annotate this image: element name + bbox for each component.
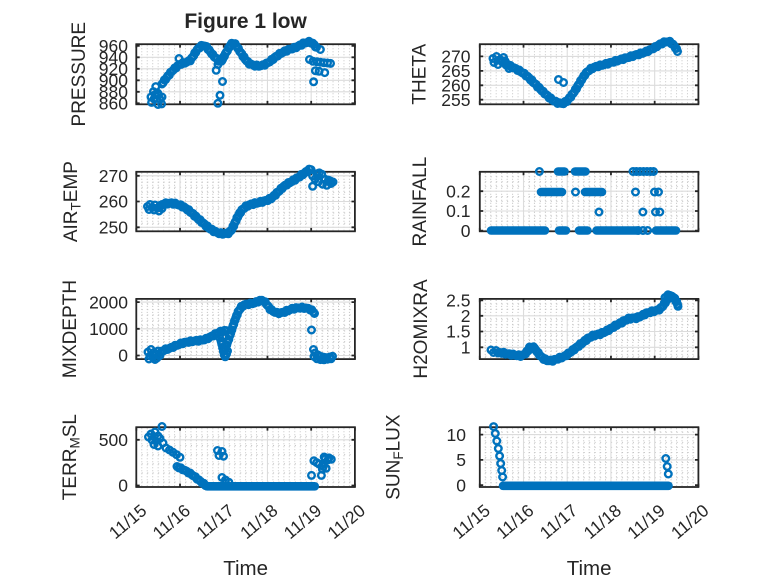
svg-text:260: 260	[441, 76, 470, 96]
svg-text:960: 960	[99, 36, 128, 56]
svg-text:RAINFALL: RAINFALL	[410, 157, 431, 247]
svg-text:0: 0	[456, 475, 466, 495]
svg-text:10: 10	[447, 425, 467, 445]
svg-text:2000: 2000	[89, 292, 128, 312]
svg-text:255: 255	[441, 90, 470, 110]
svg-text:2: 2	[461, 306, 471, 326]
svg-text:880: 880	[99, 82, 128, 102]
svg-text:1000: 1000	[89, 319, 128, 339]
svg-text:270: 270	[441, 47, 470, 67]
svg-text:260: 260	[99, 192, 128, 212]
svg-text:1.5: 1.5	[446, 322, 470, 342]
svg-text:0: 0	[118, 476, 128, 496]
svg-text:5: 5	[456, 450, 466, 470]
svg-text:SUNFLUX: SUNFLUX	[384, 414, 407, 500]
svg-text:265: 265	[441, 61, 470, 81]
svg-text:0: 0	[118, 346, 128, 366]
svg-text:PRESSURE: PRESSURE	[69, 22, 90, 127]
svg-text:Time: Time	[223, 557, 268, 580]
svg-text:MIXDEPTH: MIXDEPTH	[60, 280, 81, 378]
svg-text:THETA: THETA	[410, 43, 431, 104]
svg-text:0.2: 0.2	[446, 181, 470, 201]
svg-text:250: 250	[99, 218, 128, 238]
svg-text:920: 920	[99, 59, 128, 79]
svg-text:Figure 1 low: Figure 1 low	[184, 10, 307, 33]
svg-text:0.1: 0.1	[446, 201, 470, 221]
svg-text:2.5: 2.5	[446, 291, 470, 311]
svg-text:H2OMIXRA: H2OMIXRA	[411, 279, 432, 379]
svg-text:0: 0	[461, 221, 471, 241]
svg-text:Time: Time	[567, 557, 612, 580]
svg-text:940: 940	[99, 48, 128, 68]
svg-text:900: 900	[99, 71, 128, 91]
svg-text:500: 500	[99, 430, 128, 450]
svg-text:1: 1	[461, 338, 471, 358]
svg-text:TERRMSL: TERRMSL	[60, 414, 83, 500]
svg-text:860: 860	[99, 94, 128, 114]
svg-text:270: 270	[99, 166, 128, 186]
svg-text:AIRTEMP: AIRTEMP	[61, 161, 84, 242]
